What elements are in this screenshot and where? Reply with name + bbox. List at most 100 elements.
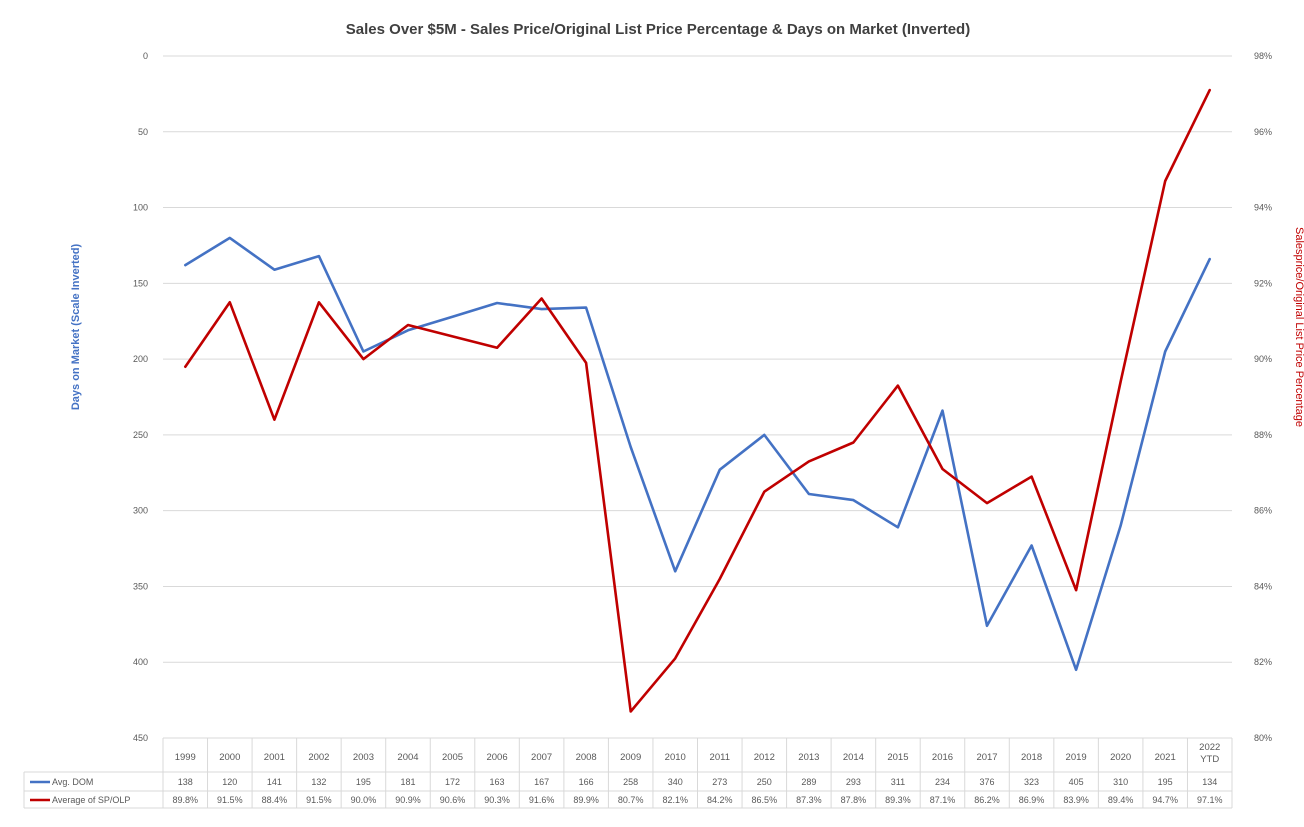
data-label: 405 xyxy=(1069,777,1084,787)
x-tick-label: 2008 xyxy=(576,752,597,763)
right-tick-label: 96% xyxy=(1254,127,1272,137)
left-tick-label: 50 xyxy=(138,127,148,137)
x-tick-label: 2014 xyxy=(843,752,864,763)
data-label: 91.5% xyxy=(217,795,243,805)
x-tick-label: 2000 xyxy=(219,752,240,763)
data-label: 234 xyxy=(935,777,950,787)
x-tick-label: 2004 xyxy=(397,752,418,763)
data-label: 90.0% xyxy=(351,795,377,805)
right-tick-label: 86% xyxy=(1254,506,1272,516)
right-tick-label: 88% xyxy=(1254,430,1272,440)
data-label: 94.7% xyxy=(1152,795,1178,805)
right-tick-label: 80% xyxy=(1254,733,1272,743)
right-axis-ticks: 98% 96% 94% 92% 90% 88% 86% 84% 82% 80% xyxy=(1254,51,1272,743)
x-tick-label: 2015 xyxy=(887,752,908,763)
left-tick-label: 0 xyxy=(143,51,148,61)
chart-title: Sales Over $5M - Sales Price/Original Li… xyxy=(346,21,970,38)
data-label: 84.2% xyxy=(707,795,733,805)
data-label: 340 xyxy=(668,777,683,787)
data-label: 120 xyxy=(222,777,237,787)
x-tick-label: 2013 xyxy=(798,752,819,763)
x-tick-label: 2011 xyxy=(710,752,730,763)
data-label: 89.8% xyxy=(173,795,199,805)
data-label: 166 xyxy=(579,777,594,787)
left-tick-label: 350 xyxy=(133,581,148,591)
data-label: 90.3% xyxy=(484,795,510,805)
data-label: 90.9% xyxy=(395,795,421,805)
data-label: 167 xyxy=(534,777,549,787)
data-label: 273 xyxy=(712,777,727,787)
left-axis-title: Days on Market (Scale Inverted) xyxy=(70,244,82,411)
legend-label: Avg. DOM xyxy=(52,777,93,787)
x-tick-label: 2012 xyxy=(754,752,775,763)
data-label: 83.9% xyxy=(1063,795,1089,805)
x-tick-label: 2019 xyxy=(1066,752,1087,763)
left-tick-label: 100 xyxy=(133,203,148,213)
data-label: 132 xyxy=(311,777,326,787)
data-label: 91.6% xyxy=(529,795,555,805)
data-label: 323 xyxy=(1024,777,1039,787)
series-line xyxy=(184,88,1211,713)
x-tick-label: 2018 xyxy=(1021,752,1042,763)
x-tick-label: 2003 xyxy=(353,752,374,763)
data-label: 134 xyxy=(1202,777,1217,787)
data-label: 89.3% xyxy=(885,795,911,805)
data-label: 195 xyxy=(356,777,371,787)
data-label: 89.4% xyxy=(1108,795,1134,805)
left-tick-label: 300 xyxy=(133,506,148,516)
data-table: 1999 2000 2001 2002 2003 2004 2005 2006 2007 2008… xyxy=(23,737,1233,809)
x-tick-label: 2001 xyxy=(264,752,285,763)
data-label: 80.7% xyxy=(618,795,644,805)
right-axis-title: Salesprice/Original List Price Percentag… xyxy=(1293,227,1304,427)
data-label: 172 xyxy=(445,777,460,787)
right-tick-label: 90% xyxy=(1254,354,1272,364)
data-label: 258 xyxy=(623,777,638,787)
x-tick-label: 2017 xyxy=(976,752,997,763)
x-tick-label: 2020 xyxy=(1110,752,1131,763)
x-tick-label: 2002 xyxy=(308,752,329,763)
x-tick-label: 1999 xyxy=(175,752,196,763)
left-tick-label: 150 xyxy=(133,278,148,288)
data-label: 87.3% xyxy=(796,795,822,805)
left-tick-label: 450 xyxy=(133,733,148,743)
series-lines xyxy=(184,88,1211,713)
x-tick-label: 2009 xyxy=(620,752,641,763)
left-tick-label: 400 xyxy=(133,657,148,667)
data-label: 163 xyxy=(490,777,505,787)
data-label: 195 xyxy=(1158,777,1173,787)
data-label: 181 xyxy=(400,777,415,787)
data-label: 87.1% xyxy=(930,795,956,805)
x-tick-label-line: YTD xyxy=(1200,754,1219,765)
data-label: 86.2% xyxy=(974,795,1000,805)
data-label: 87.8% xyxy=(841,795,867,805)
data-label: 88.4% xyxy=(262,795,288,805)
x-tick-label: 2007 xyxy=(531,752,552,763)
data-label: 89.9% xyxy=(573,795,599,805)
x-tick-label: 2005 xyxy=(442,752,463,763)
right-tick-label: 94% xyxy=(1254,203,1272,213)
right-tick-label: 92% xyxy=(1254,278,1272,288)
data-label: 86.9% xyxy=(1019,795,1045,805)
left-tick-label: 250 xyxy=(133,430,148,440)
x-tick-label: 2016 xyxy=(932,752,953,763)
data-label: 138 xyxy=(178,777,193,787)
data-label: 141 xyxy=(267,777,282,787)
data-label: 289 xyxy=(801,777,816,787)
data-label: 97.1% xyxy=(1197,795,1223,805)
data-label: 91.5% xyxy=(306,795,332,805)
right-tick-label: 98% xyxy=(1254,51,1272,61)
data-label: 250 xyxy=(757,777,772,787)
data-label: 82.1% xyxy=(662,795,688,805)
left-tick-label: 200 xyxy=(133,354,148,364)
data-label: 90.6% xyxy=(440,795,466,805)
data-label: 293 xyxy=(846,777,861,787)
legend-label: Average of SP/OLP xyxy=(52,795,130,805)
x-tick-label: 2021 xyxy=(1155,752,1176,763)
series-line xyxy=(184,236,1211,672)
data-label: 86.5% xyxy=(752,795,778,805)
x-tick-label: 2010 xyxy=(665,752,686,763)
x-tick-label-line: 2022 xyxy=(1199,742,1220,753)
